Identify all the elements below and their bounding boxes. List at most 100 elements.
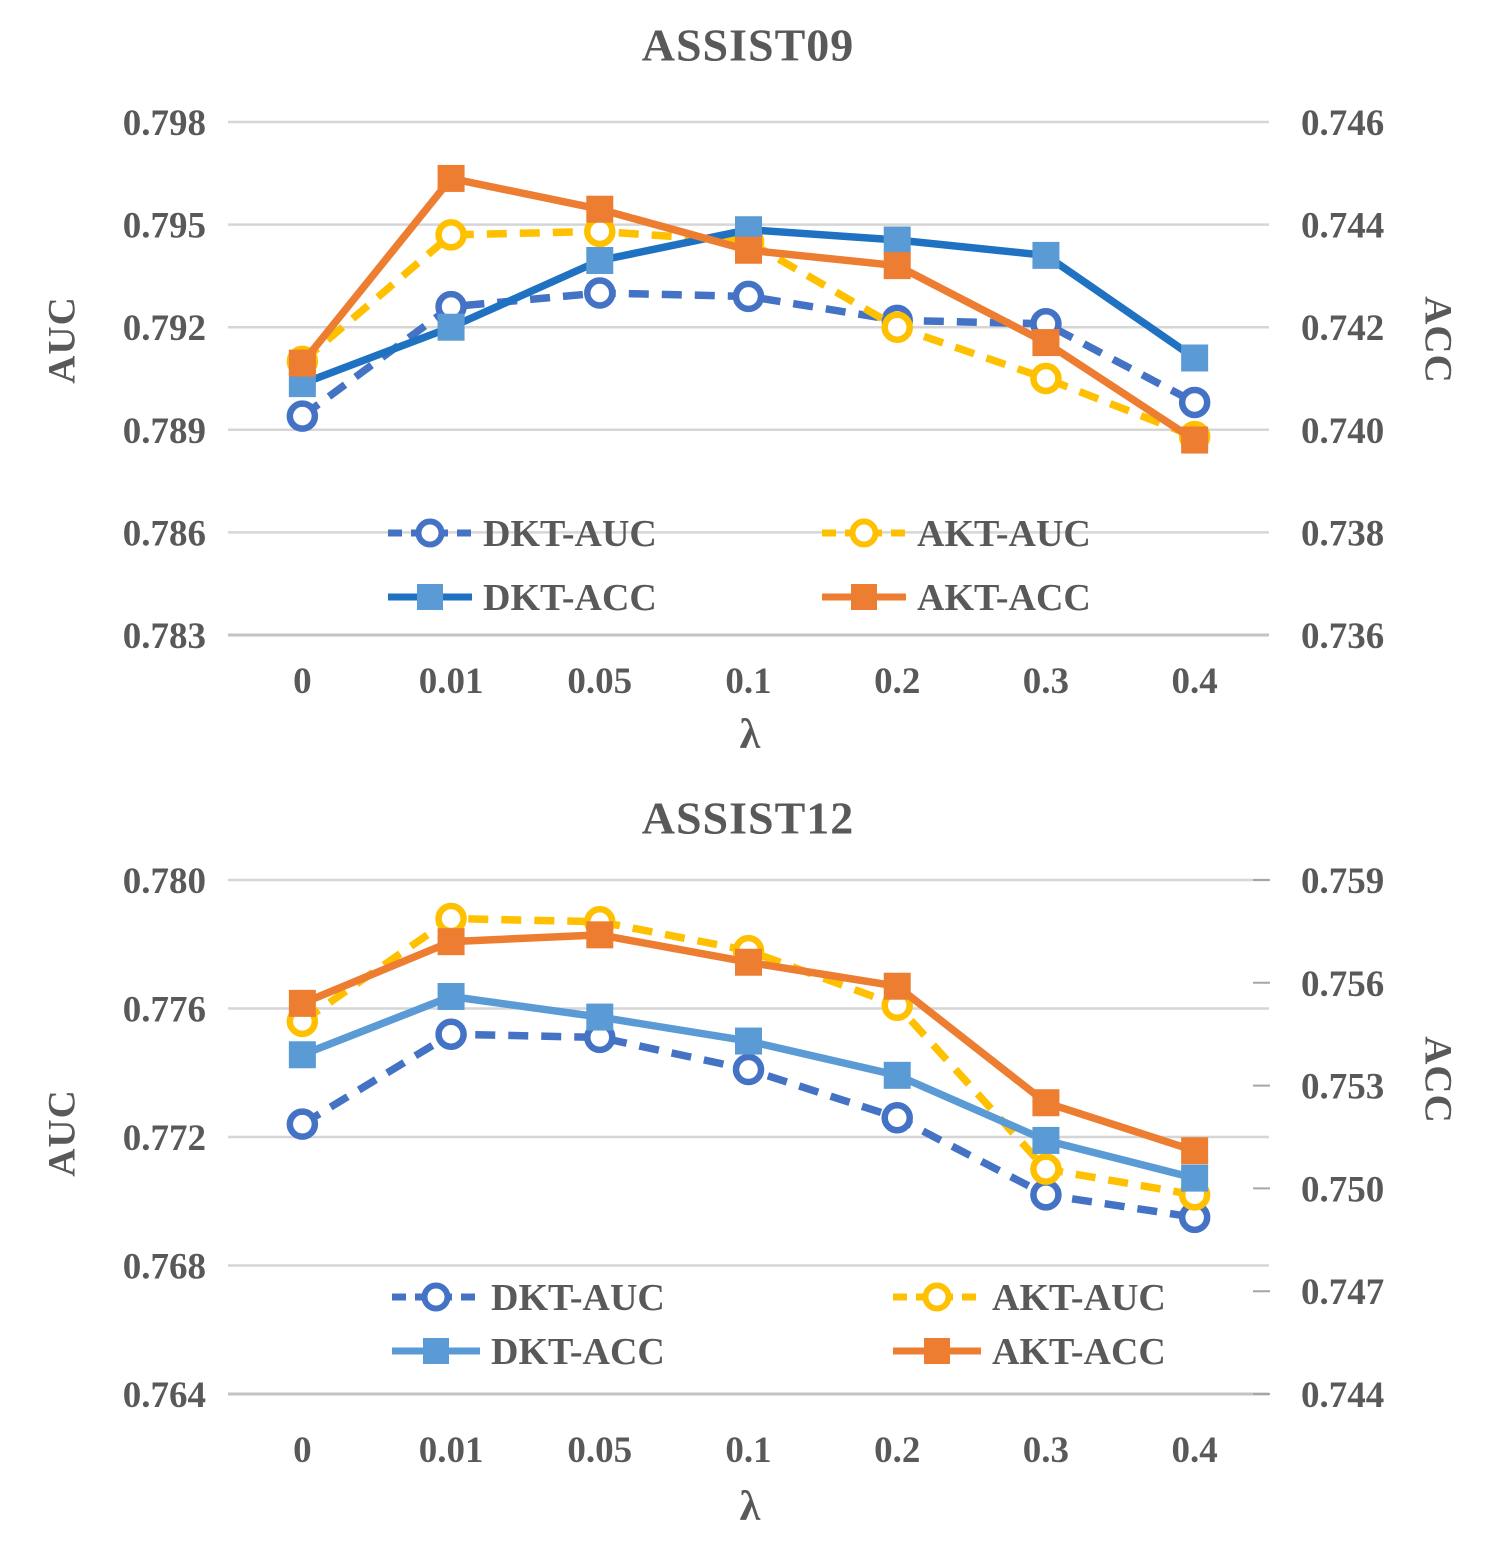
x-axis-tick-label: 0.2 xyxy=(874,661,920,702)
marker-dkt-acc xyxy=(288,1041,316,1069)
marker-dkt-auc xyxy=(1178,386,1211,419)
chart1-right-axis-title: ACC xyxy=(1416,296,1460,384)
chart1-x-axis-title: λ xyxy=(739,712,761,758)
legend-marker-dkt-acc xyxy=(423,1338,449,1364)
x-axis-tick-label: 0 xyxy=(293,1430,312,1471)
marker-dkt-auc xyxy=(286,400,319,432)
left-axis-tick-label: 0.798 xyxy=(123,103,206,144)
marker-dkt-acc xyxy=(883,226,911,254)
marker-akt-acc xyxy=(437,928,465,956)
marker-akt-acc xyxy=(437,164,465,192)
marker-dkt-auc xyxy=(584,277,616,309)
marker-dkt-acc xyxy=(1181,344,1209,372)
series-line-dkt-acc xyxy=(300,992,1196,1182)
right-axis-tick-label: 0.736 xyxy=(1301,616,1384,657)
legend-marker-akt-auc xyxy=(849,518,879,548)
right-axis-tick-label: 0.744 xyxy=(1301,1375,1384,1416)
x-axis-tick-label: 0.01 xyxy=(419,1430,484,1471)
legend-item-dkt-acc: DKT-ACC xyxy=(392,1331,665,1373)
marker-akt-acc xyxy=(883,252,911,280)
left-axis-tick-label: 0.780 xyxy=(123,861,206,902)
x-axis-tick-label: 0.1 xyxy=(725,661,771,702)
legend-label: AKT-ACC xyxy=(992,1331,1166,1373)
right-axis-tick-label: 0.753 xyxy=(1301,1067,1384,1108)
chart2-right-axis-title: ACC xyxy=(1416,1036,1460,1124)
marker-dkt-acc xyxy=(437,313,465,341)
left-axis-tick-label: 0.776 xyxy=(123,990,206,1031)
marker-akt-auc xyxy=(1030,1153,1062,1185)
legend-marker-akt-auc xyxy=(922,1282,952,1312)
left-axis-tick-label: 0.768 xyxy=(123,1247,206,1288)
marker-akt-auc xyxy=(1030,362,1062,395)
legend-label: DKT-ACC xyxy=(483,577,657,619)
left-axis-tick-label: 0.764 xyxy=(123,1375,206,1416)
marker-akt-acc xyxy=(288,349,316,377)
x-axis-tick-label: 0.4 xyxy=(1172,661,1218,702)
legend-item-dkt-auc: DKT-AUC xyxy=(392,1277,665,1319)
marker-akt-auc xyxy=(881,311,913,343)
left-axis-tick-label: 0.772 xyxy=(123,1118,206,1159)
marker-dkt-acc xyxy=(1032,241,1060,269)
marker-dkt-acc xyxy=(735,1027,762,1055)
legend-item-akt-acc: AKT-ACC xyxy=(822,577,1091,619)
x-axis-tick-label: 0.3 xyxy=(1023,661,1069,702)
right-axis-tick-label: 0.742 xyxy=(1301,308,1384,349)
legend-label: AKT-AUC xyxy=(992,1277,1166,1319)
right-axis-tick-label: 0.744 xyxy=(1301,206,1384,247)
legend-label: DKT-AUC xyxy=(483,513,657,555)
right-axis-tick-label: 0.746 xyxy=(1301,103,1384,144)
legend-item-akt-acc: AKT-ACC xyxy=(893,1331,1166,1373)
x-axis-tick-label: 0.05 xyxy=(567,1430,632,1471)
marker-dkt-acc xyxy=(586,1003,614,1031)
legend-item-dkt-acc: DKT-ACC xyxy=(388,577,657,619)
chart2-x-axis-title: λ xyxy=(739,1484,761,1530)
legend-item-akt-auc: AKT-AUC xyxy=(893,1277,1166,1319)
marker-dkt-acc xyxy=(586,247,614,275)
x-axis-tick-label: 0.2 xyxy=(874,1430,920,1471)
marker-dkt-acc xyxy=(1032,1126,1060,1154)
chart1-title: ASSIST09 xyxy=(641,19,855,71)
marker-dkt-auc xyxy=(732,1053,765,1086)
legend-marker-dkt-auc xyxy=(415,518,445,548)
legend-label: DKT-ACC xyxy=(491,1331,665,1373)
x-axis-tick-label: 0.01 xyxy=(419,661,484,702)
chart2-title: ASSIST12 xyxy=(641,792,855,844)
x-axis-tick-label: 0 xyxy=(293,661,312,702)
marker-akt-acc xyxy=(1181,1137,1209,1165)
legend-item-akt-auc: AKT-AUC xyxy=(822,513,1091,555)
left-axis-tick-label: 0.786 xyxy=(123,513,206,554)
marker-akt-acc xyxy=(586,195,614,223)
chart-2: 0.780 0.776 0.772 0.768 0.764 0.759 0.756 0.753… xyxy=(123,861,1385,1471)
marker-akt-acc xyxy=(883,972,911,1000)
marker-dkt-auc xyxy=(1030,1179,1062,1211)
right-axis-tick-label: 0.756 xyxy=(1301,964,1384,1005)
marker-dkt-acc xyxy=(883,1061,911,1089)
right-axis-tick-label: 0.750 xyxy=(1301,1169,1384,1210)
left-axis-tick-label: 0.783 xyxy=(123,616,206,657)
marker-dkt-auc xyxy=(435,1018,467,1050)
legend-marker-dkt-auc xyxy=(421,1282,451,1312)
legend-marker-akt-acc xyxy=(851,584,877,610)
marker-akt-auc xyxy=(435,902,467,935)
right-axis-tick-label: 0.747 xyxy=(1301,1272,1384,1313)
right-axis-tick-label: 0.759 xyxy=(1301,861,1384,902)
marker-dkt-auc xyxy=(286,1108,319,1140)
chart2-left-axis-title: AUC xyxy=(40,1089,84,1177)
marker-dkt-acc xyxy=(1181,1164,1209,1192)
marker-dkt-auc xyxy=(732,280,765,313)
left-axis-tick-label: 0.789 xyxy=(123,411,206,452)
marker-akt-acc xyxy=(735,236,762,264)
marker-akt-acc xyxy=(1032,329,1060,357)
marker-akt-acc xyxy=(1181,426,1209,454)
x-axis-tick-label: 0.3 xyxy=(1023,1430,1069,1471)
left-axis-tick-label: 0.792 xyxy=(123,308,206,349)
legend-label: DKT-AUC xyxy=(491,1277,665,1319)
marker-akt-auc xyxy=(435,219,467,251)
x-axis-tick-label: 0.4 xyxy=(1172,1430,1218,1471)
marker-akt-acc xyxy=(586,921,614,949)
marker-akt-acc xyxy=(735,948,762,976)
legend-item-dkt-auc: DKT-AUC xyxy=(388,513,657,555)
right-axis-tick-label: 0.740 xyxy=(1301,411,1384,452)
